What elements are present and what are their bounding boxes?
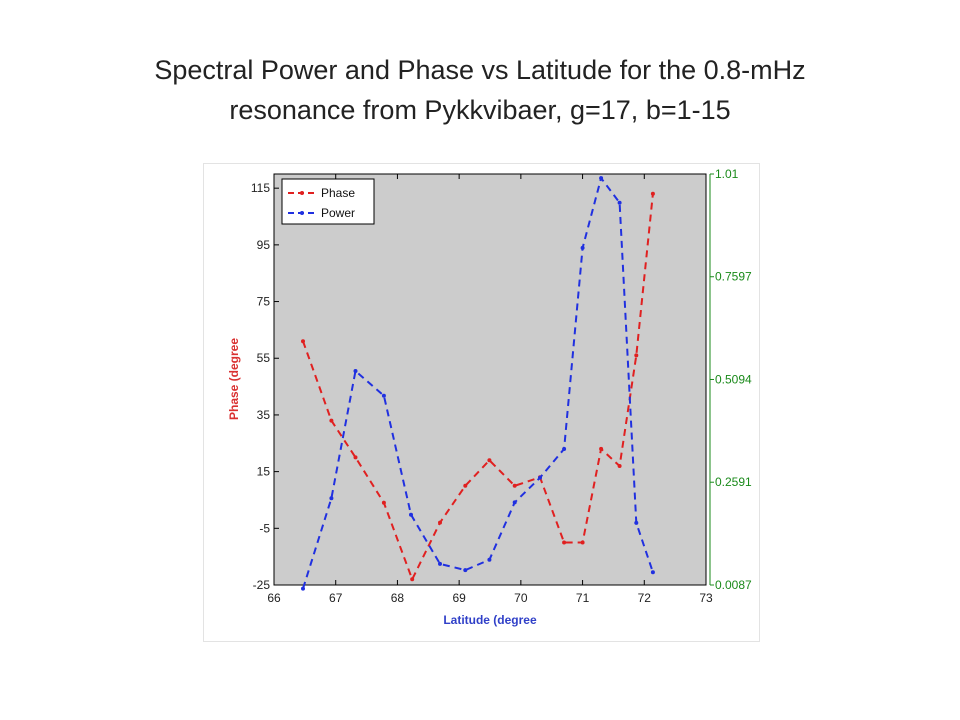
power-data-point xyxy=(580,245,585,250)
power-data-point xyxy=(512,500,517,505)
power-data-point xyxy=(463,568,468,573)
phase-data-point xyxy=(487,458,492,463)
phase-data-point xyxy=(329,418,334,423)
power-data-point xyxy=(409,512,413,517)
power-data-point xyxy=(617,200,622,205)
legend-power-label: Power xyxy=(321,206,355,220)
y-left-tick-label: 15 xyxy=(257,465,271,479)
phase-data-point xyxy=(381,500,386,505)
power-data-point xyxy=(381,393,386,398)
phase-data-point xyxy=(410,577,415,582)
power-data-point xyxy=(599,176,604,181)
phase-data-point xyxy=(301,339,305,344)
legend-phase-label: Phase xyxy=(321,186,355,200)
y-right-tick-label: 0.0087 xyxy=(715,578,752,592)
y-right-tick-group: 0.0087 0.2591 0.5094 0.7597 1.01 xyxy=(709,167,752,592)
phase-data-point xyxy=(580,540,585,545)
phase-series-line xyxy=(302,193,654,582)
y-left-tick-label: 55 xyxy=(257,351,271,365)
phase-data-point xyxy=(617,464,622,468)
y-left-tick-label: 95 xyxy=(257,238,271,252)
power-data-point xyxy=(438,561,442,566)
y-left-tick-label: 75 xyxy=(257,295,271,309)
x-tick-label: 67 xyxy=(329,591,343,605)
power-data-point xyxy=(487,557,492,562)
x-tick-label: 73 xyxy=(699,591,713,605)
x-tick-label: 72 xyxy=(638,591,652,605)
x-tick-label: 69 xyxy=(452,591,466,605)
x-tick-label: 71 xyxy=(576,591,590,605)
phase-data-point xyxy=(634,353,639,358)
slide-title: Spectral Power and Phase vs Latitude for… xyxy=(40,50,920,130)
phase-data-point xyxy=(512,483,517,488)
power-data-point xyxy=(634,520,639,525)
phase-data-point xyxy=(599,446,604,451)
y-right-tick-label: 0.2591 xyxy=(715,475,752,489)
power-series-line xyxy=(302,175,654,589)
y-left-tick-label: -25 xyxy=(253,578,271,592)
plot-area xyxy=(273,173,707,586)
x-tick-label: 68 xyxy=(391,591,405,605)
chart-svg: 66 67 68 69 70 71 72 73 -25 -5 15 35 55 75 95 115 0.00… xyxy=(227,167,752,627)
x-tick-label: 70 xyxy=(514,591,528,605)
power-data-point xyxy=(538,475,542,480)
power-data-point xyxy=(650,570,655,575)
slide-title-line1: Spectral Power and Phase vs Latitude for… xyxy=(154,55,806,85)
phase-data-point xyxy=(650,191,655,196)
figure-panel: 66 67 68 69 70 71 72 73 -25 -5 15 35 55 75 95 115 0.00… xyxy=(203,163,760,642)
y-axis-label: Phase (degree xyxy=(227,338,241,420)
power-data-point xyxy=(353,369,358,373)
slide-title-line2: resonance from Pykkvibaer, g=17, b=1-15 xyxy=(229,95,731,125)
x-axis-label: Latitude (degree xyxy=(443,613,537,627)
y-right-tick-label: 1.01 xyxy=(715,167,739,181)
power-data-point xyxy=(562,447,567,451)
phase-data-point xyxy=(463,483,468,488)
series-layer xyxy=(301,175,655,591)
phase-data-point xyxy=(438,520,442,525)
power-data-point xyxy=(301,586,305,591)
phase-data-point xyxy=(353,455,358,460)
y-right-tick-label: 0.7597 xyxy=(715,270,752,284)
phase-data-point xyxy=(562,540,567,545)
x-tick-group: 66 67 68 69 70 71 72 73 xyxy=(267,174,713,605)
legend-phase-marker xyxy=(300,191,304,195)
y-left-tick-label: 115 xyxy=(251,181,270,195)
y-left-tick-group: -25 -5 15 35 55 75 95 115 xyxy=(251,181,279,592)
y-left-tick-label: 35 xyxy=(257,408,271,422)
y-right-tick-label: 0.5094 xyxy=(715,372,752,386)
legend: Phase Power xyxy=(281,178,375,225)
y-left-tick-label: -5 xyxy=(259,521,270,535)
x-tick-label: 66 xyxy=(267,591,281,605)
power-data-point xyxy=(329,496,334,501)
legend-box xyxy=(281,178,375,225)
legend-power-marker xyxy=(300,211,304,215)
